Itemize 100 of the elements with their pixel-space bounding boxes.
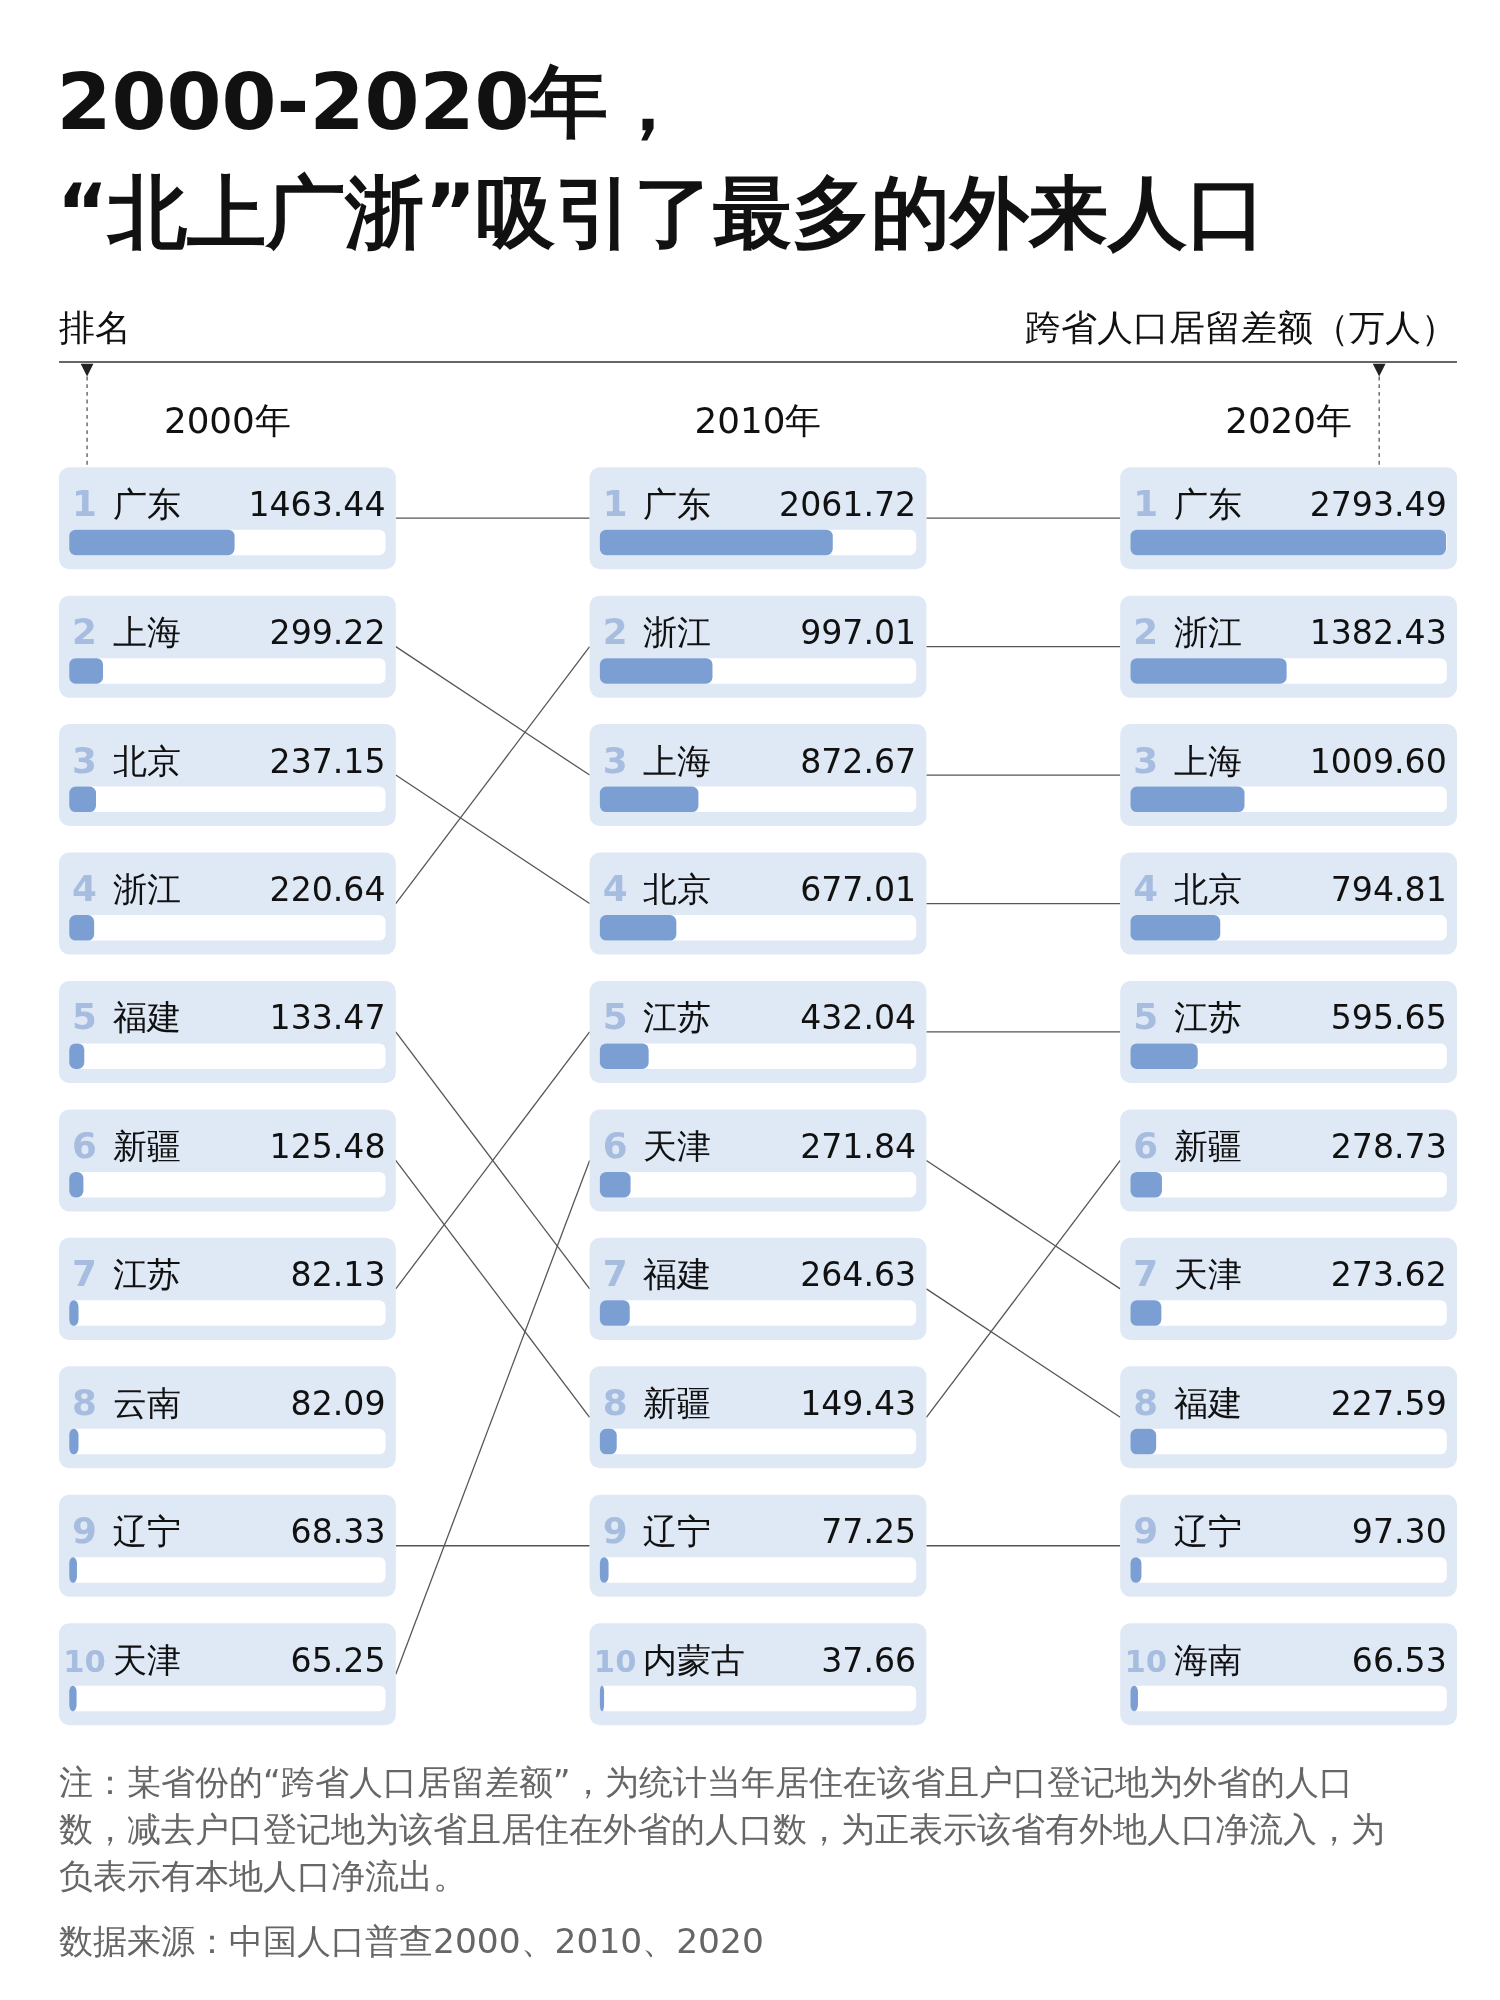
data-label: 227.59 xyxy=(1330,1383,1447,1423)
bar xyxy=(599,1428,617,1455)
bar xyxy=(599,1171,631,1198)
annotation: 5 xyxy=(602,996,628,1038)
data-label: 271.84 xyxy=(800,1126,917,1166)
y-tick-label: 浙江 xyxy=(112,868,181,909)
data-label: 77.25 xyxy=(821,1512,917,1552)
y-tick-label: 福建 xyxy=(112,997,181,1038)
data-label: 133.47 xyxy=(269,998,386,1038)
data-label: 65.25 xyxy=(290,1640,386,1680)
y-tick-label: 辽宁 xyxy=(1173,1511,1242,1552)
y-tick-label: 辽宁 xyxy=(643,1511,712,1552)
bar xyxy=(69,1300,79,1326)
y-tick-label: 江苏 xyxy=(112,1254,181,1295)
data-label: 125.48 xyxy=(269,1126,386,1166)
bar xyxy=(1130,1685,1138,1712)
data-label: 595.65 xyxy=(1330,998,1447,1038)
data-label: 677.01 xyxy=(800,869,917,909)
y-tick-label: 江苏 xyxy=(1173,997,1242,1038)
y-tick-label: 天津 xyxy=(1173,1254,1242,1295)
y-tick-label: 新疆 xyxy=(1173,1125,1242,1166)
annotation: 4 xyxy=(72,867,97,909)
data-label: 68.33 xyxy=(290,1512,386,1552)
bar xyxy=(1130,1043,1198,1069)
annotation: 3 xyxy=(1133,739,1159,781)
annotation: 10 xyxy=(1124,1643,1168,1679)
bar xyxy=(599,915,677,941)
y-tick-label: 天津 xyxy=(643,1125,712,1166)
y-tick-label: 福建 xyxy=(1173,1382,1242,1423)
data-label: 1009.60 xyxy=(1309,741,1447,781)
data-label: 220.64 xyxy=(269,869,386,909)
bar xyxy=(69,786,97,813)
annotation: 2 xyxy=(602,611,628,653)
bar xyxy=(1130,1171,1162,1198)
data-label: 2793.49 xyxy=(1309,484,1447,524)
y-tick-label: 浙江 xyxy=(1173,612,1242,653)
y-axis-title: 排名 xyxy=(59,306,132,348)
annotation: 2 xyxy=(1133,611,1159,653)
annotation: 7 xyxy=(1133,1253,1159,1295)
annotation: 6 xyxy=(602,1124,628,1166)
annotation: 6 xyxy=(72,1124,97,1166)
y-tick-label: 广东 xyxy=(643,483,712,524)
annotation: 5 xyxy=(1133,996,1159,1038)
y-tick-label: 上海 xyxy=(112,612,181,653)
data-label: 432.04 xyxy=(800,998,917,1038)
y-tick-label: 福建 xyxy=(643,1254,712,1295)
x-axis-title: 跨省人口居留差额（万人） xyxy=(1024,306,1457,348)
y-tick-label: 海南 xyxy=(1173,1639,1242,1680)
annotation: 8 xyxy=(1133,1381,1159,1423)
data-label: 997.01 xyxy=(800,613,917,653)
bar xyxy=(599,1300,630,1326)
y-tick-label: 广东 xyxy=(1173,483,1242,524)
bar xyxy=(599,1043,649,1069)
annotation: 10 xyxy=(593,1643,637,1679)
text: 注：某省份的“跨省人口居留差额”，为统计当年居住在该省且户口登记地为外省的人口数，减去户口登记地为该省且居住在外省的人口数，为正表示该省有外地人口净流入，为负表示有本地人口净流出。 xyxy=(59,1761,1386,1897)
y-tick-label: 云南 xyxy=(112,1382,181,1423)
y-tick-label: 北京 xyxy=(112,740,181,781)
data-label: 299.22 xyxy=(269,613,386,653)
annotation: 3 xyxy=(72,739,97,781)
annotation: 7 xyxy=(72,1253,97,1295)
data-label: 37.66 xyxy=(821,1640,917,1680)
annotation: 4 xyxy=(602,867,628,909)
annotation: 9 xyxy=(602,1510,628,1552)
annotation: 9 xyxy=(72,1510,97,1552)
data-label: 149.43 xyxy=(800,1383,917,1423)
bar xyxy=(1130,915,1221,941)
y-tick-label: 上海 xyxy=(643,740,712,781)
y-tick-label: 新疆 xyxy=(643,1382,712,1423)
source-note: 数据来源：中国人口普查2000、2010、2020 xyxy=(59,1921,764,1962)
annotation: 8 xyxy=(602,1381,628,1423)
annotation: 5 xyxy=(72,996,97,1038)
annotation: 7 xyxy=(602,1253,628,1295)
data-label: 97.30 xyxy=(1351,1512,1447,1552)
data-label: 1463.44 xyxy=(248,484,386,524)
bar xyxy=(1130,1428,1157,1455)
data-label: 1382.43 xyxy=(1309,613,1447,653)
annotation: 2 xyxy=(72,611,97,653)
annotation: 1 xyxy=(1133,482,1159,524)
y-tick-label: 北京 xyxy=(643,868,712,909)
y-tick-label: 上海 xyxy=(1173,740,1242,781)
annotation: 8 xyxy=(72,1381,97,1423)
y-tick-label: 内蒙古 xyxy=(643,1639,746,1680)
annotation: 1 xyxy=(72,482,97,524)
bar xyxy=(599,786,699,813)
data-label: 872.67 xyxy=(800,741,917,781)
data-label: 273.62 xyxy=(1330,1255,1447,1295)
y-tick-label: 辽宁 xyxy=(112,1511,181,1552)
y-tick-label: 北京 xyxy=(1173,868,1242,909)
data-label: 237.15 xyxy=(269,741,386,781)
annotation: 3 xyxy=(602,739,628,781)
chart-subtitle: 2000年 xyxy=(163,399,291,441)
annotation: 9 xyxy=(1133,1510,1159,1552)
y-tick-label: 新疆 xyxy=(112,1125,181,1166)
y-tick-label: 天津 xyxy=(112,1639,181,1680)
data-label: 794.81 xyxy=(1330,869,1447,909)
data-label: 66.53 xyxy=(1351,1640,1447,1680)
annotation: 4 xyxy=(1133,867,1159,909)
annotation: 10 xyxy=(63,1643,106,1679)
bar xyxy=(69,1685,77,1712)
y-tick-label: 广东 xyxy=(112,483,181,524)
